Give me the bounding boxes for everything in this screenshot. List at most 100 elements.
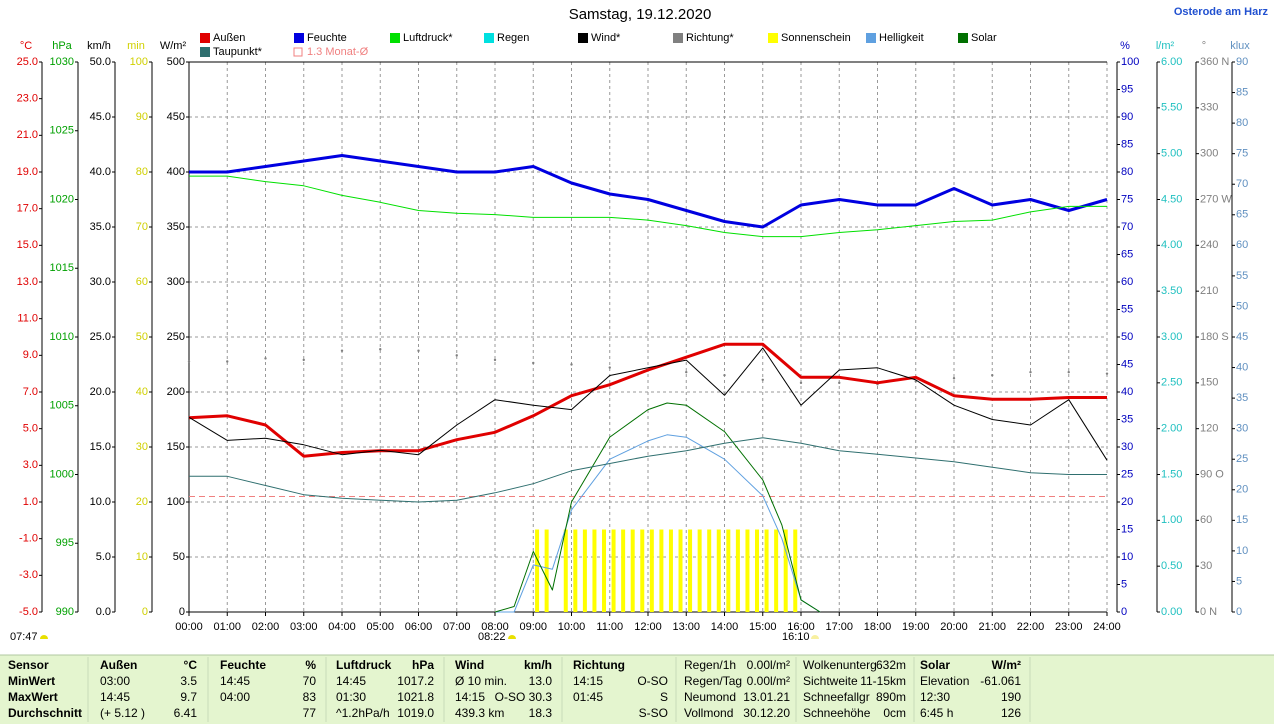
- table-cell: Wind: [455, 658, 484, 672]
- y-tick-label: -1.0: [19, 533, 38, 545]
- sunshine-bar: [745, 529, 750, 612]
- table-cell: 0cm: [883, 706, 906, 720]
- table-cell: (+ 5.12 ): [100, 706, 145, 720]
- y-tick-label: 65: [1121, 248, 1133, 260]
- series-line: [494, 402, 821, 613]
- table-cell: Elevation: [920, 674, 969, 688]
- table-cell: 6.41: [174, 706, 198, 720]
- y-tick-label: 400: [167, 166, 185, 178]
- table-cell: 83: [303, 690, 317, 704]
- sunshine-bar: [735, 529, 740, 612]
- y-tick-label: 15.0: [90, 441, 111, 453]
- sunshine-bar: [678, 529, 683, 612]
- x-tick-label: 07:00: [443, 621, 471, 633]
- y-tick-label: 5.50: [1161, 102, 1182, 114]
- sunshine-bar: [640, 529, 645, 612]
- y-tick-label: 20.0: [90, 386, 111, 398]
- y-tick-label: 50: [173, 551, 185, 563]
- table-cell: 13.01.21: [743, 690, 790, 704]
- y-tick-label: 11.0: [17, 313, 38, 325]
- table-cell: 1017.2: [397, 674, 434, 688]
- sunshine-bar: [582, 529, 587, 612]
- table-cell: Richtung: [573, 658, 625, 672]
- y-tick-label: 5: [1236, 575, 1242, 587]
- table-cell: 0.00l/m²: [747, 674, 790, 688]
- y-tick-label: 1.50: [1161, 468, 1182, 480]
- legend-swatch: [294, 33, 304, 43]
- y-tick-label: 330: [1200, 102, 1218, 114]
- y-tick-label: 995: [56, 537, 74, 549]
- table-cell: 14:45: [220, 674, 250, 688]
- y-tick-label: -3.0: [19, 569, 38, 581]
- table-cell: 439.3 km: [455, 706, 504, 720]
- sunshine-bar: [535, 529, 540, 612]
- y-tick-label: 50: [136, 331, 148, 343]
- legend-label: Sonnenschein: [781, 32, 851, 44]
- x-tick-label: 20:00: [940, 621, 968, 633]
- direction-dot: [1029, 370, 1032, 374]
- legend-label: Feuchte: [307, 32, 347, 44]
- y-tick-label: 0: [142, 606, 148, 618]
- x-tick-label: 06:00: [405, 621, 433, 633]
- y-tick-label: 40.0: [90, 166, 111, 178]
- table-cell: Solar: [920, 658, 950, 672]
- legend-label: Wind*: [591, 32, 621, 44]
- y-tick-label: 85: [1121, 138, 1133, 150]
- y-tick-label: 7.0: [23, 386, 38, 398]
- sun-icon: [40, 635, 48, 639]
- sunshine-bar: [621, 529, 626, 612]
- sunshine-bar: [668, 529, 673, 612]
- legend-label: Luftdruck*: [403, 32, 453, 44]
- direction-dot: [570, 363, 573, 366]
- direction-dot: [761, 378, 764, 381]
- table-cell: hPa: [412, 658, 434, 672]
- table-cell: Wolkenunterg: [803, 658, 877, 672]
- y-tick-label: 35.0: [90, 221, 111, 233]
- y-tick-label: 45: [1236, 331, 1248, 343]
- y-tick-label: 150: [167, 441, 185, 453]
- legend-swatch: [578, 33, 588, 43]
- direction-dot: [493, 358, 497, 362]
- axis-unit: °C: [20, 40, 32, 52]
- y-tick-label: 21.0: [17, 129, 38, 141]
- y-tick-label: 500: [167, 56, 185, 68]
- sunshine-bar: [726, 529, 731, 612]
- legend-swatch: [390, 33, 400, 43]
- x-tick-label: 17:00: [825, 621, 853, 633]
- y-tick-label: 350: [167, 221, 185, 233]
- y-tick-label: 5.00: [1161, 148, 1182, 160]
- sunshine-bar: [697, 529, 702, 612]
- y-tick-label: 15.0: [17, 239, 38, 251]
- y-tick-label: 40: [136, 386, 148, 398]
- y-tick-label: 45.0: [90, 111, 111, 123]
- direction-dot: [799, 381, 803, 385]
- series-line: [189, 154, 1108, 229]
- axis-unit: klux: [1230, 40, 1250, 52]
- legend-swatch: [200, 33, 210, 43]
- table-cell: 0.00l/m²: [747, 658, 790, 672]
- table-cell: 6:45 h: [920, 706, 953, 720]
- sunshine-bar: [688, 529, 693, 612]
- x-tick-label: 11:00: [596, 621, 623, 633]
- table-cell: 70: [303, 674, 317, 688]
- y-tick-label: 300: [167, 276, 185, 288]
- x-tick-label: 02:00: [252, 621, 280, 633]
- legend-label: Außen: [213, 32, 245, 44]
- direction-dot: [1067, 370, 1070, 374]
- x-tick-label: 13:00: [672, 621, 700, 633]
- x-tick-label: 09:00: [519, 621, 547, 633]
- y-tick-label: 150: [1200, 377, 1218, 389]
- table-cell: Schneehöhe: [803, 706, 871, 720]
- table-cell: 1019.0: [397, 706, 434, 720]
- direction-dot: [340, 349, 344, 352]
- table-cell: MinWert: [8, 674, 55, 688]
- series-line: [189, 175, 1107, 238]
- y-tick-label: 80: [1236, 117, 1248, 129]
- x-tick-label: 05:00: [366, 621, 394, 633]
- direction-dot: [532, 361, 535, 365]
- y-tick-label: 10: [1236, 545, 1248, 557]
- y-tick-label: 25: [1236, 453, 1248, 465]
- table-cell: 01:30: [336, 690, 366, 704]
- y-tick-label: 25.0: [17, 56, 38, 68]
- x-tick-label: 21:00: [978, 621, 1006, 633]
